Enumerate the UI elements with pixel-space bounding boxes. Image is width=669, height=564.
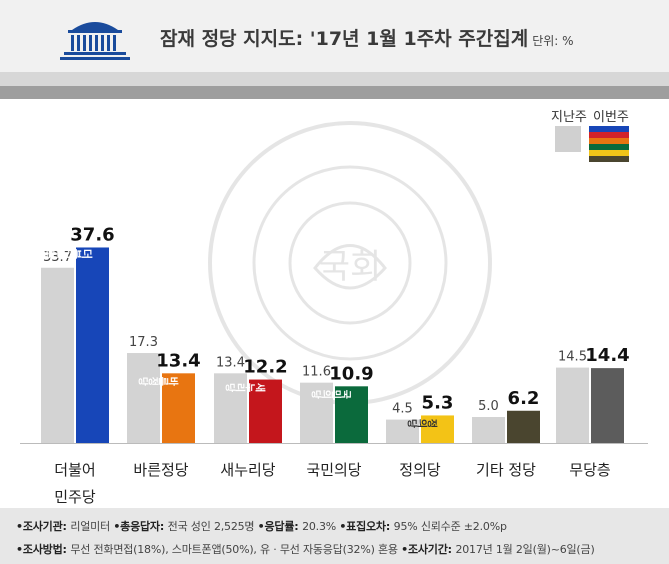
legend-cur-stripe <box>589 126 629 132</box>
bar-cur <box>249 379 282 443</box>
footer-value: 2017년 1월 2일(월)~6일(금) <box>455 543 595 556</box>
unit-label: 단위: % <box>532 34 574 48</box>
party-logo-label: 새누리당 <box>225 380 267 392</box>
legend-cur-stripe <box>589 132 629 138</box>
value-label-cur: 12.2 <box>243 357 287 378</box>
bar-cur <box>76 247 109 443</box>
value-label-cur: 37.6 <box>70 224 114 245</box>
survey-info-footer: •조사기관: 리얼미터 •총응답자: 전국 성인 2,525명 •응답률: 20… <box>0 508 669 564</box>
party-logo-label: 더불어민주당 <box>26 247 94 260</box>
bar-cur <box>507 410 540 443</box>
value-label-prev: 33.7 <box>43 250 72 265</box>
footer-label: •조사기관: <box>16 520 71 533</box>
value-label-cur: 13.4 <box>156 350 200 371</box>
value-label-prev: 17.3 <box>129 335 158 350</box>
footer-value: 무선 전화면접(18%), 스마트폰앱(50%), 유 · 무선 자동응답(32… <box>70 543 402 556</box>
value-label-prev: 11.6 <box>302 365 331 380</box>
bar-cur <box>162 373 195 443</box>
legend-prev-label: 지난주 <box>551 110 587 125</box>
category-label: 기타 정당 <box>476 461 536 479</box>
footer-label: •조사방법: <box>16 543 71 556</box>
footer-label: •표집오차: <box>339 520 394 533</box>
footer-label: •응답률: <box>257 520 303 533</box>
legend-cur-swatch <box>589 126 629 162</box>
value-label-cur: 6.2 <box>508 388 540 409</box>
party-logo-label: 국민의당 <box>311 387 352 399</box>
svg-text:국회: 국회 <box>319 247 382 287</box>
category-label: 정의당 <box>399 461 441 479</box>
bar-prev <box>472 417 505 443</box>
legend-cur-stripe <box>589 156 629 162</box>
category-label: 새누리당 <box>220 461 275 479</box>
decorative-band-light <box>0 72 669 86</box>
bar-prev <box>214 373 247 443</box>
value-label-prev: 14.5 <box>558 350 587 365</box>
category-label: 무당층 <box>569 461 610 479</box>
bar-prev <box>127 353 160 443</box>
chart-title-text: 잠재 정당 지지도: '17년 1월 1주차 주간집계 <box>160 28 529 50</box>
legend-cur-stripe <box>589 144 629 150</box>
value-label-cur: 5.3 <box>422 392 454 413</box>
value-label-cur: 10.9 <box>329 363 373 384</box>
legend-cur-stripe <box>589 150 629 156</box>
value-label-prev: 5.0 <box>478 399 499 414</box>
bar-cur <box>421 415 454 443</box>
value-label-prev: 4.5 <box>392 402 413 417</box>
bar-prev <box>41 267 74 443</box>
bar-prev <box>386 419 419 443</box>
bar-cur <box>591 368 624 443</box>
legend-cur-label: 이번주 <box>593 110 629 125</box>
party-logo-label: 바른정당 <box>138 374 180 386</box>
bar-chart: 33.737.6더불어민주당더불어민주당17.313.4바른정당바른정당13.4… <box>20 224 648 506</box>
footer-value: 20.3% <box>302 520 340 533</box>
legend-cur-stripe <box>589 138 629 144</box>
category-label: 국민의당 <box>306 461 361 479</box>
category-label: 바른정당 <box>133 461 188 479</box>
party-logo-label: 정의당 <box>407 416 439 428</box>
bar-prev <box>300 382 333 443</box>
national-assembly-logo-icon <box>60 22 130 60</box>
footer-value: 95% 신뢰수준 ±2.0%p <box>393 520 507 533</box>
value-label-cur: 14.4 <box>585 345 629 366</box>
footer-value: 리얼미터 <box>70 520 114 533</box>
legend-prev-swatch <box>555 126 581 152</box>
bar-cur <box>335 386 368 443</box>
footer-line-2: •조사방법: 무선 전화면접(18%), 스마트폰앱(50%), 유 · 무선 … <box>16 541 595 557</box>
header-band: 잠재 정당 지지도: '17년 1월 1주차 주간집계 단위: % <box>0 0 669 72</box>
chart-title: 잠재 정당 지지도: '17년 1월 1주차 주간집계 단위: % <box>160 24 574 51</box>
bar-prev <box>556 367 589 443</box>
category-label: 더불어 <box>54 461 95 479</box>
footer-value: 전국 성인 2,525명 <box>167 520 258 533</box>
decorative-band-dark <box>0 86 669 99</box>
footer-label: •조사기간: <box>401 543 456 556</box>
footer-line-1: •조사기관: 리얼미터 •총응답자: 전국 성인 2,525명 •응답률: 20… <box>16 518 507 534</box>
category-label: 민주당 <box>54 488 96 506</box>
value-label-prev: 13.4 <box>216 355 245 370</box>
footer-label: •총응답자: <box>113 520 168 533</box>
